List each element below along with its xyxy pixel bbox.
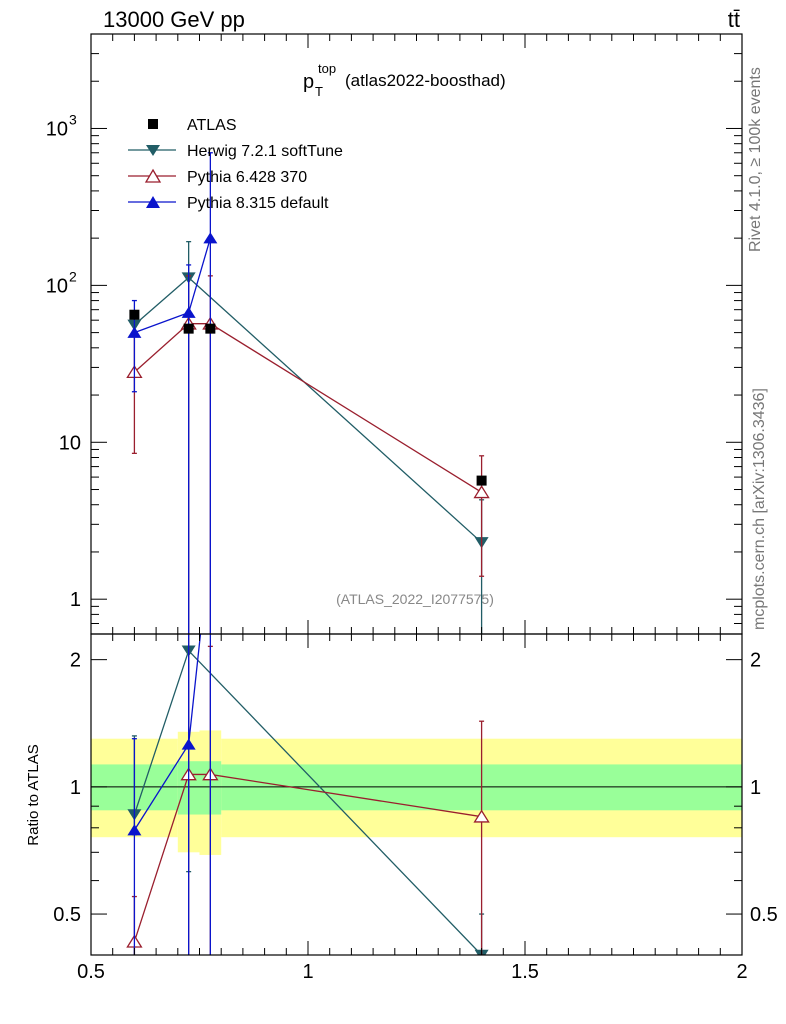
series-2-point-1: [181, 306, 196, 318]
y-tick-label-ratio-right-0: 0.5: [750, 904, 778, 926]
y-tick-label-ratio-left-2: 2: [70, 650, 81, 672]
title-subscript: T: [315, 84, 323, 99]
legend-entry-pythia8: Pythia 8.315 default: [128, 195, 329, 212]
x-tick-label-0: 0.5: [77, 961, 105, 983]
y-tick-label-main-text-0: 1: [70, 589, 81, 611]
legend-label-atlas: ATLAS: [187, 117, 237, 134]
series-2-point-2: [203, 232, 218, 244]
legend-label-pythia8: Pythia 8.315 default: [187, 195, 329, 212]
series-2-line: [134, 237, 211, 334]
legend-entry-atlas: ATLAS: [148, 117, 237, 134]
header-process-label: tt̄: [728, 7, 740, 32]
title-suffix: (atlas2022-boosthad): [345, 71, 506, 90]
series-1-point-3: [473, 485, 490, 499]
x-tick-label-1: 1: [302, 961, 313, 983]
rivet-version-label: Rivet 4.1.0, ≥ 100k events: [747, 67, 764, 252]
analysis-watermark: (ATLAS_2022_I2077575): [336, 591, 494, 607]
atlas-data-point-1: [183, 323, 194, 334]
y-tick-label-main-3: 10 3: [46, 111, 77, 140]
y-tick-label-main-0: 1: [70, 589, 81, 611]
x-tick-label-3: 2: [736, 961, 747, 983]
series-1-ratio-line: [133, 773, 482, 942]
plot-title: p top T (atlas2022-boosthad): [303, 61, 506, 99]
x-tick-label-2: 1.5: [511, 961, 539, 983]
legend-label-herwig: Herwig 7.2.1 softTune: [187, 143, 343, 160]
ratio-y-axis-label: Ratio to ATLAS: [25, 744, 42, 845]
series-1-ratio-point-3: [473, 809, 490, 823]
ratio-plot-area: [126, 634, 490, 955]
series-1-line: [133, 323, 482, 493]
y-tick-label-main-exponent-2: 2: [69, 268, 77, 284]
y-tick-label-ratio-right-1: 1: [750, 777, 761, 799]
atlas-data-point-3: [476, 475, 487, 486]
series-2-point-0: [127, 326, 142, 338]
atlas-data-point-0: [129, 309, 140, 320]
y-tick-label-main-2: 10 2: [46, 268, 77, 297]
legend-entry-herwig: Herwig 7.2.1 softTune: [128, 143, 343, 160]
y-tick-label-ratio-left-1: 1: [70, 777, 81, 799]
y-tick-label-main-text-3: 10: [46, 118, 68, 140]
series-2-ratio-point-1: [181, 738, 196, 750]
legend-marker-pythia6: [144, 168, 162, 183]
legend-marker-pythia8: [146, 196, 160, 208]
y-tick-label-ratio-left-0: 0.5: [53, 904, 81, 926]
title-p: p: [303, 71, 314, 93]
main-plot-area: [126, 152, 490, 634]
y-tick-label-main-text-1: 10: [59, 432, 81, 454]
series-2-ratio-point-0: [127, 824, 142, 836]
legend-marker-herwig: [146, 145, 160, 156]
legend-label-pythia6: Pythia 6.428 370: [187, 169, 307, 186]
atlas-data-point-2: [205, 323, 216, 334]
y-tick-label-ratio-right-2: 2: [750, 650, 761, 672]
legend-marker-atlas: [148, 119, 158, 129]
y-tick-label-main-text-2: 10: [46, 275, 68, 297]
legend-entry-pythia6: Pythia 6.428 370: [128, 168, 307, 186]
header-energy-label: 13000 GeV pp: [103, 7, 245, 32]
legend: ATLAS Herwig 7.2.1 softTune Pythia 6.428…: [128, 117, 343, 212]
y-tick-label-main-1: 10: [59, 432, 81, 454]
title-superscript: top: [318, 61, 336, 76]
mcplots-reference-label: mcplots.cern.ch [arXiv:1306.3436]: [751, 388, 768, 630]
y-tick-label-main-exponent-3: 3: [69, 111, 77, 127]
